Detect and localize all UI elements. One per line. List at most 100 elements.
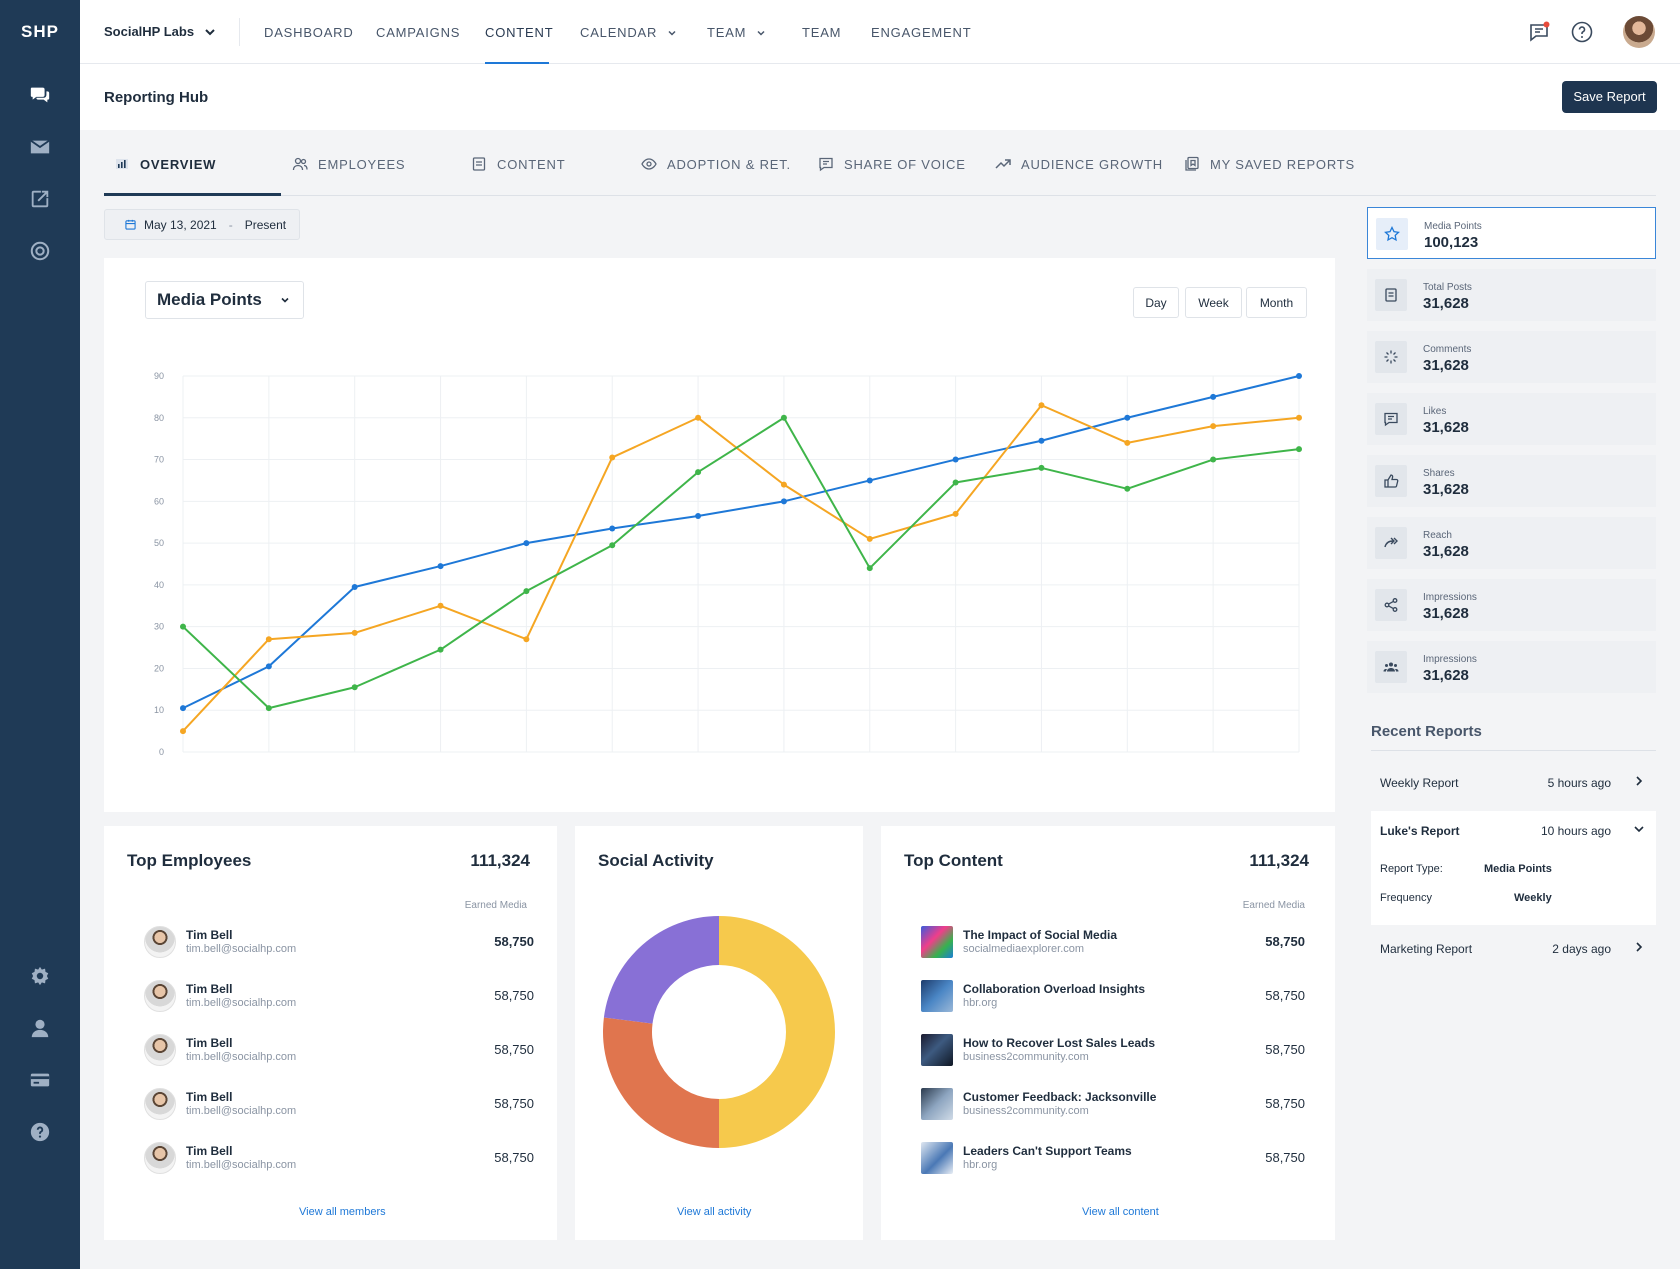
user-avatar[interactable] [1623, 16, 1655, 48]
nav-label: TEAM [707, 25, 747, 40]
tab-share-of-voice[interactable]: SHARE OF VOICE [818, 156, 966, 172]
stat-comments[interactable]: Comments 31,628 [1367, 331, 1656, 383]
report-time: 5 hours ago [1547, 776, 1611, 790]
employee-row[interactable]: Tim Bell tim.bell@socialhp.com 58,750 [144, 1086, 534, 1126]
nav-label: DASHBOARD [264, 25, 354, 40]
nav-campaigns[interactable]: CAMPAIGNS [376, 25, 460, 40]
stat-impressions[interactable]: Impressions 31,628 [1367, 579, 1656, 631]
chevron-right-icon [1636, 942, 1643, 952]
app-logo[interactable]: SHP [21, 22, 59, 41]
employee-row[interactable]: Tim Bell tim.bell@socialhp.com 58,750 [144, 978, 534, 1018]
tab-overview[interactable]: OVERVIEW [114, 156, 216, 172]
date-range-filter[interactable]: May 13, 2021 - Present [104, 209, 300, 240]
employee-name: Tim Bell [186, 1144, 233, 1158]
nav-calendar[interactable]: CALENDAR [580, 25, 677, 40]
metric-label: Media Points [157, 290, 262, 309]
gear-icon[interactable] [28, 964, 52, 988]
y-tick-label: 40 [154, 580, 164, 590]
series-line-1 [182, 375, 1300, 710]
view-all-activity-link[interactable]: View all activity [677, 1206, 752, 1218]
tab-label: OVERVIEW [140, 156, 217, 172]
tab-saved-reports[interactable]: MY SAVED REPORTS [1184, 156, 1355, 172]
content-row[interactable]: How to Recover Lost Sales Leads business… [921, 1032, 1305, 1072]
content-row[interactable]: The Impact of Social Media socialmediaex… [921, 924, 1305, 964]
nav-dashboard[interactable]: DASHBOARD [264, 25, 354, 40]
social-activity-card: Social Activity View all activity [575, 826, 863, 1240]
stat-shares[interactable]: Shares 31,628 [1367, 455, 1656, 507]
content-title: How to Recover Lost Sales Leads [963, 1036, 1156, 1050]
date-end: Present [244, 217, 287, 232]
help-circle-icon[interactable] [1570, 20, 1594, 44]
donut-slice-3[interactable] [603, 916, 719, 1024]
content-value: 58,750 [1265, 1042, 1305, 1057]
employee-email: tim.bell@socialhp.com [186, 1051, 297, 1063]
data-point [866, 535, 873, 542]
content-row[interactable]: Customer Feedback: Jacksonville business… [921, 1086, 1305, 1126]
donut-slice-2[interactable] [603, 1017, 719, 1148]
content-source: hbr.org [963, 1159, 998, 1171]
stat-impressions-group[interactable]: Impressions 31,628 [1367, 641, 1656, 693]
stat-media-points[interactable]: Media Points 100,123 [1367, 207, 1656, 259]
stat-total-posts[interactable]: Total Posts 31,628 [1367, 269, 1656, 321]
report-row[interactable]: Weekly Report 5 hours ago [1371, 762, 1656, 802]
credit-card-icon[interactable] [28, 1068, 52, 1092]
tab-employees[interactable]: EMPLOYEES [292, 156, 405, 172]
employee-value: 58,750 [494, 1150, 534, 1165]
top-navigation-bar: SocialHP Labs DASHBOARD CAMPAIGNS CONTEN… [80, 0, 1680, 64]
stat-reach[interactable]: Reach 31,628 [1367, 517, 1656, 569]
help-icon[interactable] [28, 1120, 52, 1144]
content-thumbnail [921, 1088, 953, 1120]
report-row[interactable]: Marketing Report 2 days ago [1371, 928, 1656, 968]
employee-row[interactable]: Tim Bell tim.bell@socialhp.com 58,750 [144, 1032, 534, 1072]
nav-label: ENGAGEMENT [871, 25, 972, 40]
data-point [1296, 446, 1302, 453]
chevron-down-icon [757, 30, 765, 36]
compose-icon[interactable] [28, 187, 52, 211]
star-icon [1376, 218, 1408, 250]
employee-value: 58,750 [494, 1042, 534, 1057]
org-switcher[interactable]: SocialHP Labs [104, 24, 216, 39]
metric-select[interactable]: Media Points [145, 281, 304, 319]
mail-icon[interactable] [28, 135, 52, 159]
content-row[interactable]: Collaboration Overload Insights hbr.org … [921, 978, 1305, 1018]
view-all-members-link[interactable]: View all members [299, 1206, 386, 1218]
nav-team-dropdown[interactable]: TEAM [707, 25, 766, 40]
nav-engagement[interactable]: ENGAGEMENT [871, 25, 971, 40]
stat-label: Shares [1423, 468, 1455, 479]
divider [1371, 750, 1656, 751]
data-point [609, 542, 616, 549]
tab-adoption[interactable]: ADOPTION & RET. [641, 156, 791, 172]
avatar [144, 1034, 176, 1066]
data-point [1296, 373, 1302, 379]
card-total: 111,324 [470, 851, 530, 870]
tab-content[interactable]: CONTENT [471, 156, 565, 172]
range-day-button[interactable]: Day [1133, 287, 1179, 318]
target-icon[interactable] [28, 239, 52, 263]
content-row[interactable]: Leaders Can't Support Teams hbr.org 58,7… [921, 1140, 1305, 1180]
employee-row[interactable]: Tim Bell tim.bell@socialhp.com 58,750 [144, 924, 534, 964]
stat-value: 31,628 [1423, 667, 1469, 684]
nav-team[interactable]: TEAM [802, 25, 841, 40]
recent-reports-title: Recent Reports [1371, 723, 1482, 740]
y-tick-label: 10 [154, 705, 164, 715]
notifications-chat-icon[interactable] [1527, 20, 1551, 44]
employee-row[interactable]: Tim Bell tim.bell@socialhp.com 58,750 [144, 1140, 534, 1180]
users-icon [292, 157, 308, 171]
employee-name: Tim Bell [186, 1090, 233, 1104]
avatar [144, 1088, 176, 1120]
nav-content[interactable]: CONTENT [485, 25, 553, 40]
save-report-button[interactable]: Save Report [1562, 81, 1657, 113]
avatar [144, 926, 176, 958]
view-all-content-link[interactable]: View all content [1082, 1206, 1159, 1218]
data-point [609, 454, 616, 461]
data-point [265, 705, 272, 712]
data-point [780, 481, 787, 488]
chat-icon[interactable] [28, 83, 52, 107]
range-month-button[interactable]: Month [1246, 287, 1307, 318]
tab-audience-growth[interactable]: AUDIENCE GROWTH [995, 156, 1163, 172]
user-icon[interactable] [28, 1016, 52, 1040]
range-week-button[interactable]: Week [1185, 287, 1242, 318]
donut-slice-1[interactable] [719, 916, 835, 1148]
stat-likes[interactable]: Likes 31,628 [1367, 393, 1656, 445]
report-row-expanded[interactable]: Luke's Report 10 hours ago Report Type: … [1371, 811, 1656, 925]
